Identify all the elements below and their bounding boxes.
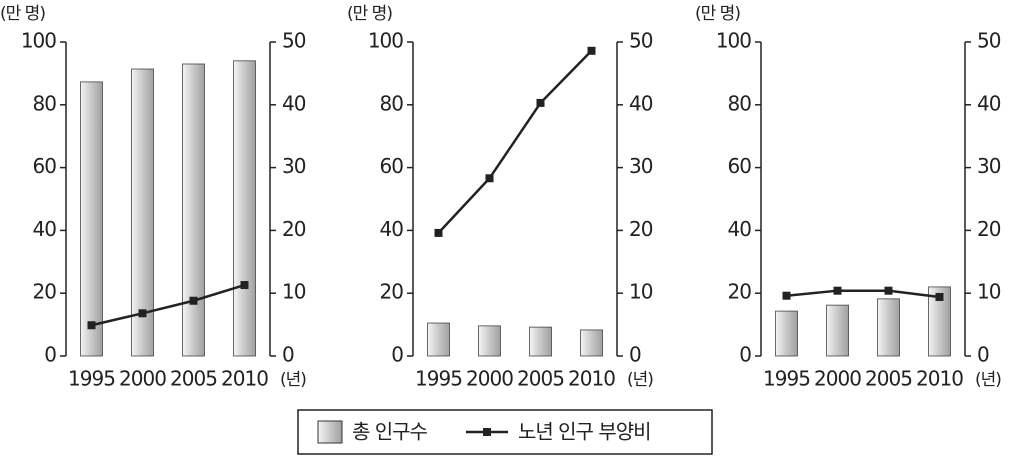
y-tick-label: 20 <box>380 280 404 304</box>
y2-tick-label: 10 <box>977 280 1001 304</box>
x-tick-label: 2005 <box>865 367 912 391</box>
x-tick-label: 2010 <box>916 367 963 391</box>
bar <box>775 310 798 357</box>
y-tick-label: 0 <box>44 343 56 367</box>
x-axis-label: (년) <box>627 370 653 390</box>
line-marker <box>884 286 893 295</box>
line-marker <box>536 98 545 107</box>
y2-tick-label: 10 <box>629 280 653 304</box>
line-marker <box>485 174 494 183</box>
line-marker <box>587 46 596 55</box>
y2-tick-label: 50 <box>977 29 1001 53</box>
legend-marker <box>483 428 491 436</box>
y2-tick-label: 50 <box>629 29 653 53</box>
x-tick-label: 2005 <box>517 367 564 391</box>
y-tick-label: 40 <box>380 217 404 241</box>
line-marker <box>935 292 944 301</box>
y2-tick-label: 20 <box>977 217 1001 241</box>
x-tick-label: 1995 <box>763 367 810 391</box>
y-axis-label: (만 명) <box>347 4 392 24</box>
x-tick-label: 2010 <box>568 367 615 391</box>
line-marker <box>434 228 443 237</box>
y-tick-label: 0 <box>739 343 751 367</box>
line-marker <box>189 296 198 305</box>
bar <box>877 298 900 357</box>
y-tick-label: 80 <box>380 91 404 115</box>
bar <box>131 68 154 357</box>
bar <box>182 63 205 357</box>
bar <box>580 329 603 357</box>
x-tick-label: 1995 <box>68 367 115 391</box>
y-axis-label: (만 명) <box>695 4 740 24</box>
x-tick-label: 2000 <box>814 367 861 391</box>
y-tick-label: 20 <box>728 280 752 304</box>
y-tick-label: 60 <box>728 154 752 178</box>
y2-tick-label: 20 <box>629 217 653 241</box>
legend-box <box>297 409 713 455</box>
line <box>91 283 245 327</box>
y2-tick-label: 40 <box>282 91 306 115</box>
y2-tick-label: 0 <box>282 343 294 367</box>
y-tick-label: 60 <box>380 154 404 178</box>
bar <box>233 60 256 357</box>
y-tick-label: 100 <box>368 29 403 53</box>
bar <box>826 304 849 357</box>
bar <box>529 326 552 357</box>
y2-tick-label: 30 <box>629 154 653 178</box>
line <box>437 49 593 234</box>
line-marker <box>138 309 147 318</box>
x-tick-label: 2010 <box>221 367 268 391</box>
y-tick-label: 80 <box>33 91 57 115</box>
line-marker <box>240 281 249 290</box>
x-axis-label: (년) <box>280 370 306 390</box>
x-tick-label: 1995 <box>415 367 462 391</box>
y2-tick-label: 10 <box>282 280 306 304</box>
line-marker <box>87 321 96 330</box>
y2-tick-label: 40 <box>629 91 653 115</box>
bar <box>80 81 103 357</box>
y-tick-label: 40 <box>728 217 752 241</box>
y2-tick-label: 30 <box>977 154 1001 178</box>
y2-tick-label: 50 <box>282 29 306 53</box>
line-marker <box>782 291 791 300</box>
y-tick-label: 20 <box>33 280 57 304</box>
y-tick-label: 80 <box>728 91 752 115</box>
y-tick-label: 100 <box>21 29 56 53</box>
y2-tick-label: 20 <box>282 217 306 241</box>
y2-tick-label: 40 <box>977 91 1001 115</box>
legend-bar-swatch <box>317 420 343 444</box>
line-marker <box>833 286 842 295</box>
x-tick-label: 2005 <box>170 367 217 391</box>
y-tick-label: 40 <box>33 217 57 241</box>
y-tick-label: 100 <box>716 29 751 53</box>
legend-label: 총 인구수 <box>352 420 428 444</box>
x-tick-label: 2000 <box>466 367 513 391</box>
y2-tick-label: 30 <box>282 154 306 178</box>
x-axis-label: (년) <box>975 370 1001 390</box>
legend-label: 노년 인구 부양비 <box>518 420 651 444</box>
y2-tick-label: 0 <box>977 343 989 367</box>
bar <box>478 325 501 357</box>
y2-tick-label: 0 <box>629 343 641 367</box>
bar <box>928 286 951 357</box>
y-tick-label: 60 <box>33 154 57 178</box>
line <box>786 289 940 299</box>
y-tick-label: 0 <box>391 343 403 367</box>
bar <box>427 322 450 357</box>
x-tick-label: 2000 <box>119 367 166 391</box>
y-axis-label: (만 명) <box>0 4 45 24</box>
